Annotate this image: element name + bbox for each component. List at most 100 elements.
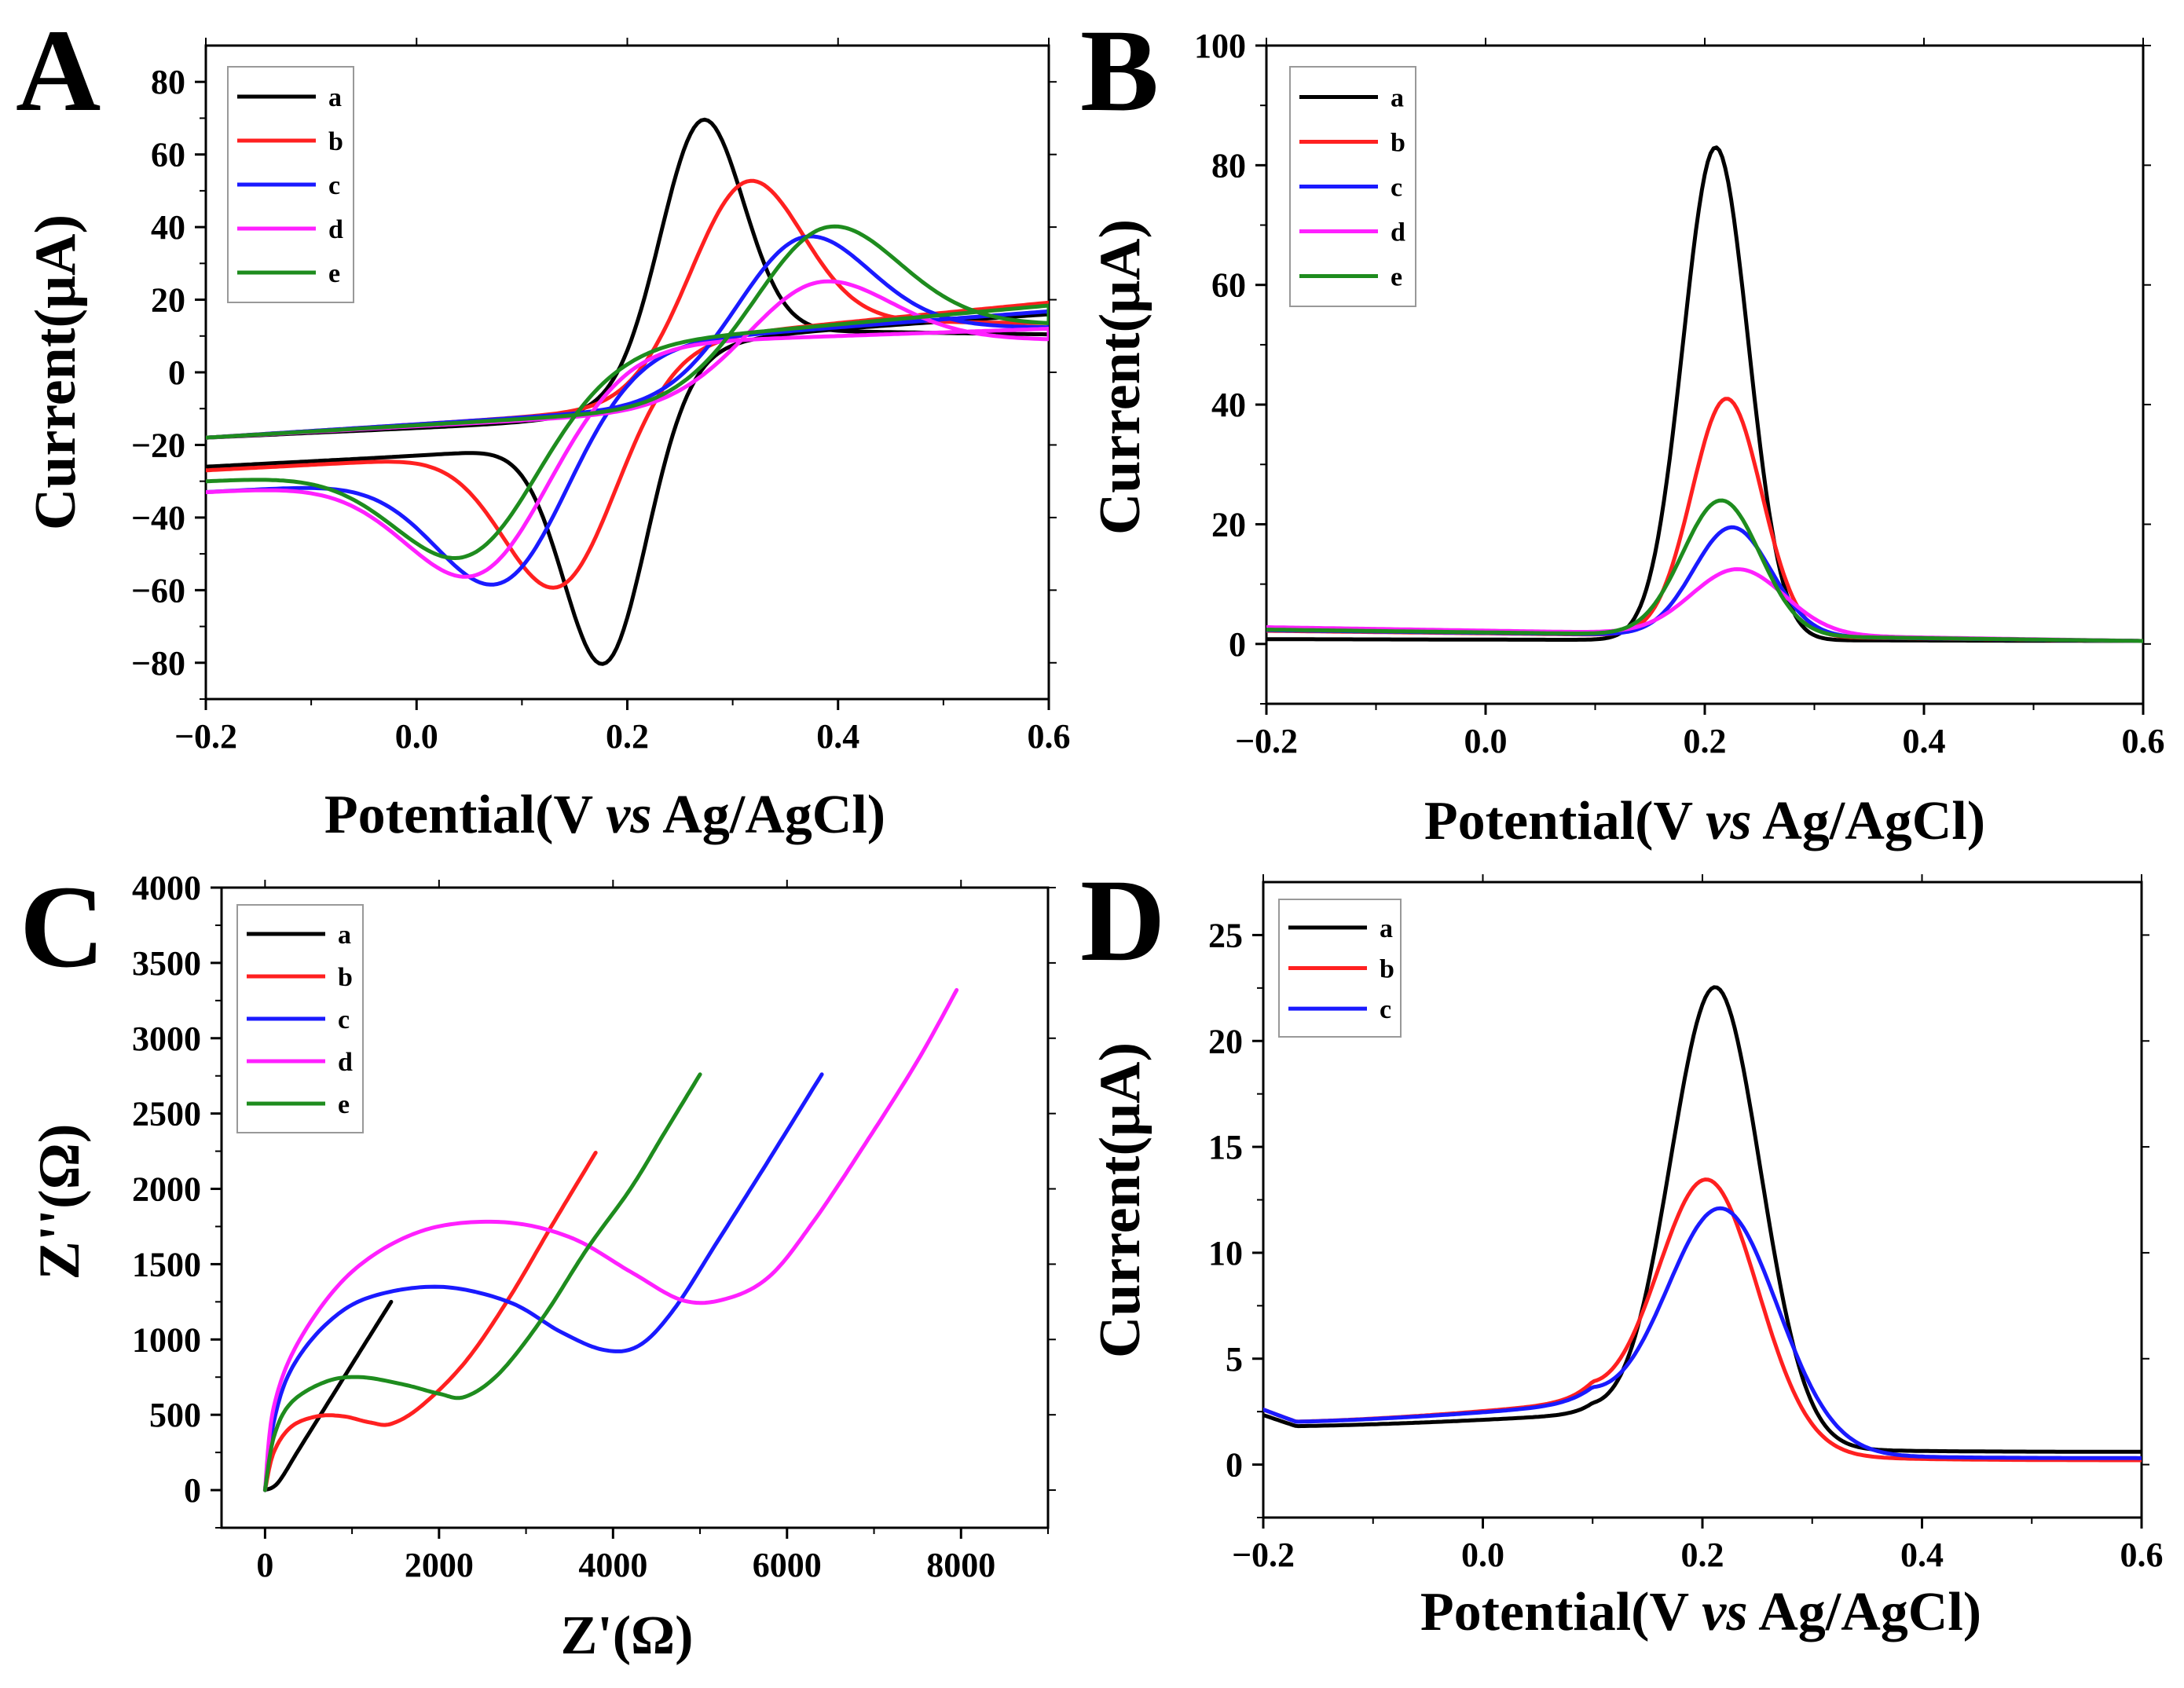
x-tick-label: 0.2 bbox=[1681, 1536, 1724, 1574]
series-a-line bbox=[1263, 985, 2142, 1454]
legend-label-a: a bbox=[328, 83, 342, 112]
y-tick-label: 40 bbox=[1211, 386, 1246, 424]
x-tick-label: 2000 bbox=[405, 1546, 474, 1584]
panel-C: 0 2000 4000 6000 8000 0 500 1000 1500 2000 2500 300… bbox=[20, 862, 1056, 1666]
panel-label: C bbox=[20, 862, 104, 992]
x-tick-label: 0.0 bbox=[1464, 722, 1508, 760]
legend-label-c: c bbox=[338, 1005, 350, 1034]
x-tick-label: 6000 bbox=[753, 1546, 822, 1584]
series-e-line bbox=[1266, 498, 2143, 643]
y-tick-label: 100 bbox=[1194, 27, 1246, 65]
x-axis-title: Z'(Ω) bbox=[561, 1606, 694, 1666]
x-axis-title-part: vs bbox=[606, 785, 651, 845]
x-axis-title-part: vs bbox=[1702, 1582, 1747, 1642]
y-tick-label: 0 bbox=[184, 1471, 201, 1510]
x-tick-label: 0.6 bbox=[2122, 722, 2165, 760]
series-d-line bbox=[262, 987, 959, 1492]
legend-label-e: e bbox=[328, 259, 340, 288]
series-c-line bbox=[262, 1072, 824, 1492]
legend: abc bbox=[1278, 899, 1402, 1038]
y-axis-title: Z''(Ω) bbox=[27, 1123, 92, 1280]
y-tick-label: 0 bbox=[1226, 1446, 1243, 1485]
y-tick-label: 3500 bbox=[132, 944, 201, 983]
panel-B: −0.2 0.0 0.2 0.4 0.6 0 20 40 60 80 100 B Potential(V… bbox=[1080, 5, 2165, 851]
legend-label-b: b bbox=[1380, 955, 1394, 984]
y-tick-label: 15 bbox=[1208, 1128, 1243, 1166]
y-tick-label: 60 bbox=[1211, 266, 1246, 305]
y-tick-label: 0 bbox=[1229, 625, 1246, 664]
legend-label-d: d bbox=[328, 215, 343, 244]
x-tick-label: 0.4 bbox=[1903, 722, 1946, 760]
y-tick-label: 3000 bbox=[132, 1020, 201, 1058]
y-tick-label: −60 bbox=[131, 571, 185, 610]
x-axis-title-part: Ag/AgCl) bbox=[1748, 1582, 1982, 1642]
series-c-line bbox=[1263, 1206, 2142, 1460]
legend-label-d: d bbox=[1391, 218, 1405, 247]
legend-label-c: c bbox=[1391, 174, 1402, 203]
y-tick-label: 2500 bbox=[132, 1095, 201, 1133]
panel-label: A bbox=[16, 5, 101, 136]
y-tick-label: 80 bbox=[1211, 146, 1246, 185]
panel-label: B bbox=[1080, 5, 1159, 136]
y-axis-title: Current(μA) bbox=[1088, 1042, 1152, 1358]
y-tick-label: 20 bbox=[1208, 1022, 1243, 1060]
plot-area bbox=[262, 987, 959, 1492]
series-e-line bbox=[206, 224, 1049, 560]
series-e-line bbox=[262, 1072, 702, 1492]
legend-label-e: e bbox=[338, 1090, 350, 1119]
panel-D: −0.2 0.0 0.2 0.4 0.6 0 5 10 15 20 25 D Potential(V v… bbox=[1080, 855, 2164, 1642]
y-tick-label: 5 bbox=[1226, 1340, 1243, 1379]
y-tick-label: −20 bbox=[131, 426, 185, 464]
x-tick-label: 4000 bbox=[578, 1546, 647, 1584]
y-tick-label: 2000 bbox=[132, 1170, 201, 1209]
plot-area bbox=[1266, 145, 2143, 643]
y-tick-label: 0 bbox=[168, 353, 185, 392]
x-axis-title: Potential(V vs Ag/AgCl) bbox=[1420, 1582, 1981, 1642]
x-tick-label: 0.4 bbox=[816, 717, 859, 756]
y-tick-label: 500 bbox=[149, 1396, 201, 1434]
y-axis-title: Current(μA) bbox=[1088, 219, 1152, 535]
x-tick-label: 0.6 bbox=[2120, 1536, 2164, 1574]
x-tick-label: −0.2 bbox=[1232, 1536, 1295, 1574]
x-tick-label: 0.6 bbox=[1028, 717, 1071, 756]
x-axis-title: Potential(V vs Ag/AgCl) bbox=[1424, 791, 1985, 851]
x-axis-title-part: Ag/AgCl) bbox=[652, 785, 886, 845]
legend-label-a: a bbox=[338, 921, 351, 950]
x-tick-label: 0.0 bbox=[1461, 1536, 1504, 1574]
x-tick-label: 8000 bbox=[926, 1546, 995, 1584]
series-b-line bbox=[1266, 397, 2143, 643]
panel-label: D bbox=[1080, 855, 1165, 986]
series-b-line bbox=[262, 1151, 598, 1492]
legend-label-c: c bbox=[1380, 995, 1391, 1024]
x-tick-label: 0 bbox=[256, 1546, 273, 1584]
y-axis-title: Current(μA) bbox=[24, 214, 88, 530]
y-tick-label: 1000 bbox=[132, 1320, 201, 1359]
legend-label-b: b bbox=[1391, 129, 1405, 158]
x-axis-title-part: vs bbox=[1706, 791, 1751, 851]
plot-area bbox=[206, 117, 1049, 666]
x-axis-title-part: Potential(V bbox=[324, 785, 606, 845]
legend-label-a: a bbox=[1380, 914, 1393, 943]
legend-label-a: a bbox=[1391, 84, 1404, 113]
y-tick-label: 10 bbox=[1208, 1234, 1243, 1272]
legend-label-e: e bbox=[1391, 263, 1402, 292]
y-tick-label: −80 bbox=[131, 644, 185, 683]
x-tick-label: 0.4 bbox=[1900, 1536, 1944, 1574]
y-tick-label: 20 bbox=[151, 281, 185, 320]
x-tick-label: −0.2 bbox=[1235, 722, 1298, 760]
plot-area bbox=[1263, 985, 2142, 1463]
legend-label-d: d bbox=[338, 1048, 353, 1077]
y-tick-label: 25 bbox=[1208, 916, 1243, 954]
panel-A: −0.2 0.0 0.2 0.4 0.6 −80 −60 −40 −20 0 20 40 60 80 A Po… bbox=[16, 5, 1071, 845]
x-tick-label: −0.2 bbox=[174, 717, 237, 756]
x-tick-label: 0.2 bbox=[606, 717, 649, 756]
x-axis-title-part: Potential(V bbox=[1424, 791, 1706, 851]
x-tick-label: 0.2 bbox=[1684, 722, 1727, 760]
y-tick-label: 4000 bbox=[132, 869, 201, 907]
legend-label-b: b bbox=[328, 127, 343, 156]
plot-frame bbox=[220, 886, 1050, 1529]
x-tick-label: 0.0 bbox=[395, 717, 438, 756]
